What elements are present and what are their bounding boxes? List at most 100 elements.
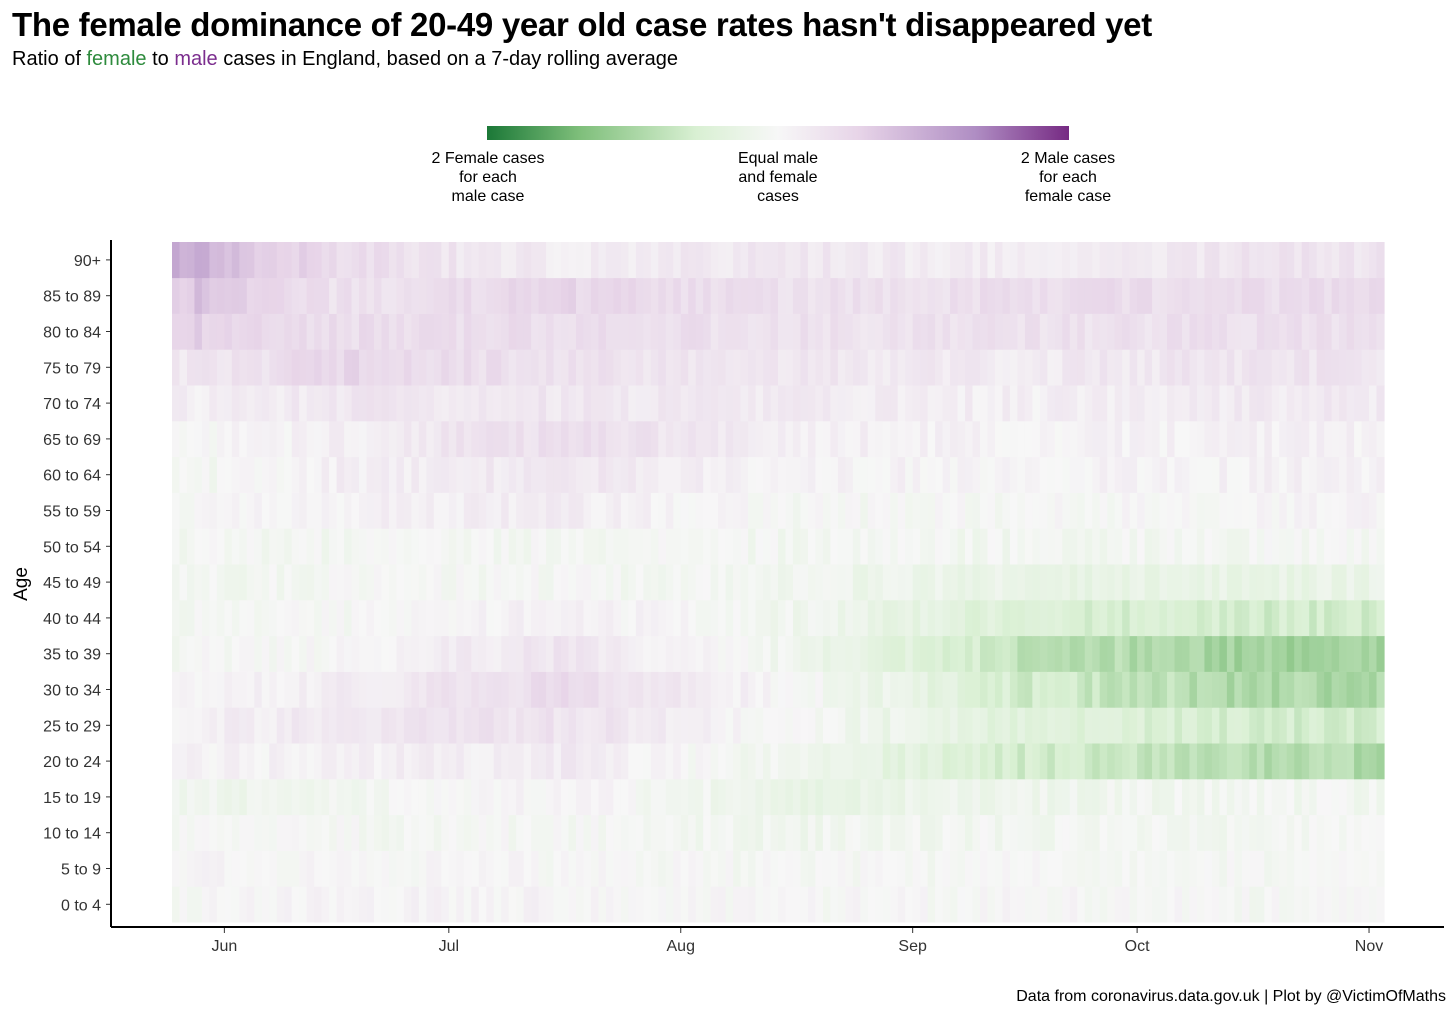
heatmap-cell <box>755 814 764 851</box>
heatmap-cell <box>179 850 188 887</box>
heatmap-cell <box>433 635 442 672</box>
heatmap-cell <box>276 814 285 851</box>
heatmap-cell <box>374 671 383 708</box>
heatmap-cell <box>897 635 906 672</box>
heatmap-cell <box>1122 528 1131 565</box>
heatmap-cell <box>1324 456 1333 493</box>
heatmap-cell <box>725 421 734 458</box>
heatmap-cell <box>994 564 1004 601</box>
heatmap-cell <box>351 779 360 816</box>
heatmap-cell <box>815 313 824 350</box>
heatmap-cell <box>1211 779 1221 816</box>
heatmap-cell <box>523 313 532 350</box>
heatmap-cell <box>987 242 996 279</box>
heatmap-cell <box>209 564 218 601</box>
heatmap-cell <box>755 242 764 279</box>
heatmap-cell <box>1339 635 1348 672</box>
heatmap-cell <box>1152 277 1161 314</box>
heatmap-cell <box>1204 528 1213 565</box>
y-tick-label: 5 to 9 <box>61 862 101 879</box>
heatmap-cell <box>1159 528 1168 565</box>
heatmap-cell <box>688 242 697 279</box>
heatmap-cell <box>359 779 368 816</box>
heatmap-cell <box>359 313 368 350</box>
heatmap-cell <box>1249 779 1258 816</box>
heatmap-cell <box>987 385 996 422</box>
heatmap-cell <box>897 600 906 637</box>
heatmap-cell <box>620 671 629 708</box>
heatmap-cell <box>553 313 562 350</box>
heatmap-cell <box>680 707 689 744</box>
heatmap-cell <box>665 600 674 637</box>
heatmap-cell <box>1309 635 1318 672</box>
heatmap-cell <box>299 313 308 350</box>
heatmap-cell <box>890 492 899 529</box>
heatmap-cell <box>1279 242 1288 279</box>
heatmap-cell <box>890 385 899 422</box>
heatmap-cell <box>374 313 383 350</box>
heatmap-cell <box>867 385 876 422</box>
heatmap-cell <box>276 385 285 422</box>
heatmap-cell <box>1256 564 1265 601</box>
heatmap-cell <box>194 814 203 851</box>
heatmap-cell <box>246 528 255 565</box>
heatmap-cell <box>972 814 981 851</box>
heatmap-cell <box>972 385 981 422</box>
heatmap-cell <box>1226 850 1235 887</box>
heatmap-cell <box>336 564 345 601</box>
heatmap-cell <box>994 635 1004 672</box>
chart-title: The female dominance of 20-49 year old c… <box>12 6 1152 43</box>
heatmap-cell <box>201 492 211 529</box>
heatmap-cell <box>665 277 674 314</box>
heatmap-cell <box>1361 349 1370 386</box>
heatmap-cell <box>650 707 659 744</box>
heatmap-cell <box>471 779 480 816</box>
heatmap-cell <box>501 456 510 493</box>
heatmap-cell <box>291 814 300 851</box>
heatmap-cell <box>740 385 749 422</box>
heatmap-cell <box>336 456 345 493</box>
heatmap-cell <box>254 313 263 350</box>
heatmap-cell <box>314 886 323 923</box>
heatmap-cell <box>246 743 255 780</box>
heatmap-cell <box>299 242 308 279</box>
heatmap-cell <box>860 456 869 493</box>
heatmap-cell <box>1174 564 1183 601</box>
heatmap-cell <box>501 528 510 565</box>
heatmap-cell <box>1249 671 1258 708</box>
heatmap-cell <box>1092 886 1101 923</box>
heatmap-cell <box>1241 814 1250 851</box>
heatmap-cell <box>1196 779 1206 816</box>
heatmap-cell <box>583 814 592 851</box>
heatmap-cell <box>703 456 712 493</box>
heatmap-cell <box>994 814 1004 851</box>
heatmap-cell <box>209 600 218 637</box>
heatmap-cell <box>254 528 263 565</box>
heatmap-cell <box>1196 456 1206 493</box>
heatmap-cell <box>740 635 749 672</box>
heatmap-cell <box>1159 671 1168 708</box>
heatmap-cell <box>1167 277 1176 314</box>
heatmap-cell <box>987 743 996 780</box>
heatmap-cell <box>186 671 196 708</box>
heatmap-cell <box>1294 564 1303 601</box>
heatmap-cell <box>1114 814 1123 851</box>
heatmap-cell <box>635 313 644 350</box>
heatmap-cell <box>1159 242 1168 279</box>
heatmap-cell <box>927 779 936 816</box>
heatmap-cell <box>261 600 270 637</box>
heatmap-cell <box>837 349 846 386</box>
heatmap-cell <box>1077 313 1086 350</box>
heatmap-cell <box>1369 779 1378 816</box>
heatmap-cell <box>1159 779 1168 816</box>
heatmap-cell <box>538 743 547 780</box>
heatmap-cell <box>426 886 435 923</box>
heatmap-cell <box>366 421 375 458</box>
heatmap-cell <box>1226 349 1235 386</box>
heatmap-cell <box>284 600 293 637</box>
heatmap-cell <box>1054 850 1063 887</box>
heatmap-cell <box>448 671 457 708</box>
heatmap-cell <box>1219 349 1228 386</box>
heatmap-cell <box>1159 886 1168 923</box>
heatmap-cell <box>261 564 270 601</box>
